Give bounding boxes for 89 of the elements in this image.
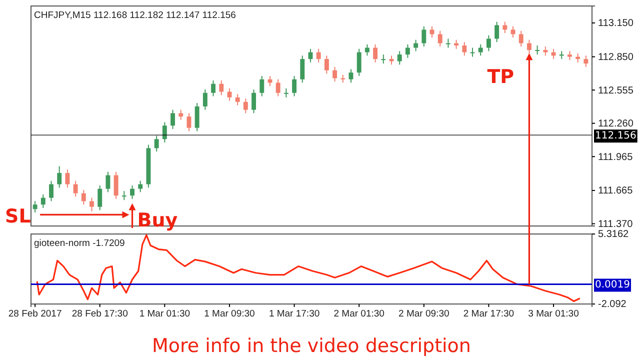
x-tick-label: 2 Mar 01:30	[334, 308, 384, 320]
candlestick	[389, 55, 394, 66]
candlestick	[543, 46, 548, 56]
candlestick	[276, 78, 280, 97]
chart-title: gioteen-norm -1.7209	[34, 238, 125, 249]
y-tick-label: 111.370	[598, 218, 634, 230]
x-tick-label: 2 Mar 09:30	[398, 308, 450, 320]
y-tick-label: 112.555	[598, 85, 634, 96]
x-tick-label: 3 Mar 01:30	[528, 308, 579, 320]
y-tick-label: 112.260	[598, 118, 634, 130]
line-series	[36, 234, 581, 302]
candlestick	[260, 75, 264, 97]
candlestick	[364, 44, 370, 56]
candlestick	[40, 194, 46, 208]
candlestick	[502, 21, 508, 34]
candlestick	[535, 44, 540, 56]
candlestick	[178, 109, 184, 120]
candlestick	[486, 34, 491, 52]
candlestick	[98, 184, 102, 211]
candlestick	[32, 200, 38, 213]
candlestick	[348, 68, 354, 84]
candlestick	[422, 26, 426, 48]
candlestick	[405, 44, 410, 58]
candlestick	[202, 88, 208, 110]
candlestick	[170, 109, 175, 130]
candlestick	[235, 94, 240, 106]
candlestick	[381, 54, 386, 64]
candlestick	[138, 180, 143, 193]
y-tick-label: 111.965	[598, 152, 634, 163]
candlestick	[332, 66, 338, 82]
candlestick	[219, 80, 224, 96]
candlestick	[518, 30, 524, 48]
x-tick-label: 1 Mar 01:30	[139, 308, 190, 320]
candlestick	[65, 169, 70, 188]
candlestick	[356, 48, 362, 76]
annotation: Buy	[137, 209, 178, 232]
candlestick	[49, 180, 54, 202]
candlestick	[154, 135, 159, 152]
candlestick	[576, 52, 580, 63]
candlestick	[130, 184, 134, 200]
y-tick-label: -2.092	[598, 299, 627, 310]
candlestick	[462, 42, 467, 56]
candlestick	[373, 44, 378, 63]
candlestick	[73, 180, 78, 198]
candlestick	[316, 48, 321, 63]
candlestick	[397, 50, 402, 66]
candlestick	[57, 166, 62, 188]
candlestick	[510, 26, 516, 38]
x-tick-label: 28 Feb 17:30	[72, 308, 128, 320]
annotation: SL	[5, 206, 31, 228]
candlestick	[414, 39, 418, 52]
candlestick	[284, 88, 288, 98]
candlestick	[106, 171, 110, 193]
candlestick	[430, 26, 434, 38]
candlestick	[227, 88, 232, 102]
candlestick	[211, 80, 216, 97]
candlestick	[292, 75, 297, 97]
candlestick	[114, 171, 118, 200]
x-tick-label: 1 Mar 09:30	[204, 308, 255, 320]
candlestick	[90, 197, 94, 212]
y-tick-label: 111.665	[598, 186, 634, 197]
candlestick	[162, 122, 167, 144]
candlestick	[81, 189, 86, 206]
candlestick	[243, 98, 248, 114]
candlestick	[300, 55, 305, 84]
ref-line-label: 112.156	[595, 130, 636, 142]
candlestick	[186, 112, 192, 132]
candlestick	[438, 30, 442, 48]
ref-line-label: 0.0019	[595, 280, 630, 291]
y-tick-label: 112.850	[598, 52, 634, 63]
candlestick	[584, 55, 588, 68]
x-tick-label: 2 Mar 17:30	[463, 308, 514, 320]
candlestick	[526, 39, 532, 54]
x-tick-label: 28 Feb 2017	[8, 308, 62, 320]
annotation: TP	[487, 66, 514, 88]
chart-title: CHFJPY,M15 112.168 112.182 112.147 112.156	[34, 10, 236, 21]
x-tick-label: 1 Mar 17:30	[268, 308, 320, 320]
candlestick	[494, 21, 500, 43]
candlestick	[252, 88, 256, 114]
candlestick	[478, 44, 483, 56]
y-tick-label: 5.3162	[598, 229, 630, 240]
candlestick	[324, 55, 329, 74]
y-tick-label: 113.150	[598, 18, 634, 30]
text: More info in the video description	[152, 335, 471, 357]
candlestick	[122, 190, 126, 201]
candlestick	[454, 39, 459, 50]
candlestick	[194, 102, 200, 132]
candlestick	[446, 38, 450, 48]
candlestick	[567, 50, 572, 61]
